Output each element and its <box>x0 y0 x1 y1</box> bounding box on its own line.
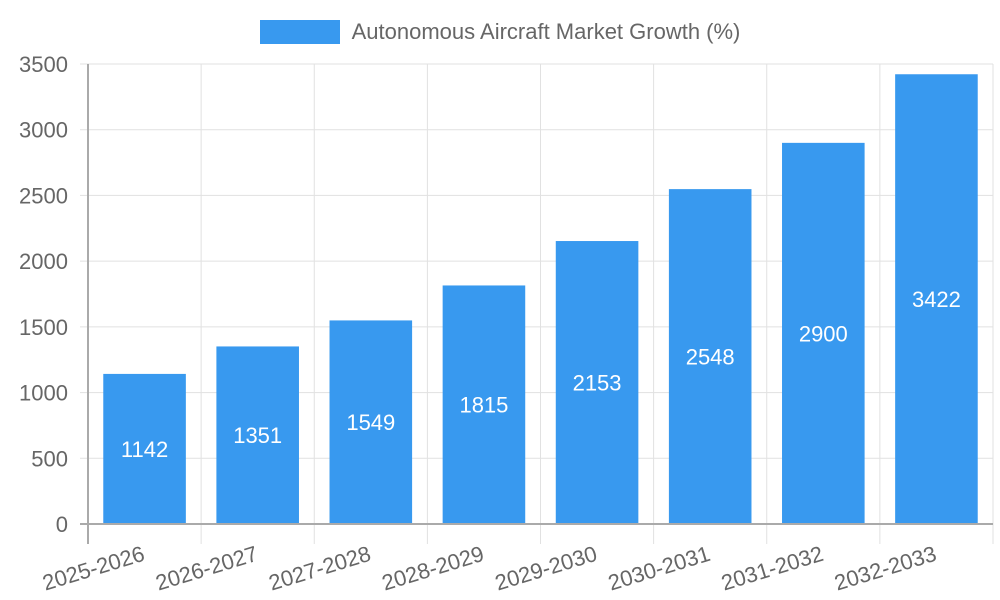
bar[interactable] <box>555 241 639 524</box>
bar[interactable] <box>442 285 526 524</box>
bar[interactable] <box>782 142 865 524</box>
y-tick-label: 2500 <box>19 183 68 208</box>
bar[interactable] <box>895 74 978 524</box>
y-tick-label: 0 <box>56 512 68 537</box>
x-tick-label: 2025-2026 <box>40 541 148 596</box>
y-tick-label: 2000 <box>19 249 68 274</box>
y-tick-label: 1500 <box>19 315 68 340</box>
bar[interactable] <box>329 320 413 524</box>
bar-value-label: 2548 <box>686 345 735 370</box>
x-tick-label: 2029-2030 <box>492 541 600 596</box>
bar-value-label: 1351 <box>233 423 282 448</box>
bar[interactable] <box>103 373 186 524</box>
x-tick-label: 2027-2028 <box>266 541 374 596</box>
x-tick-label: 2026-2027 <box>153 541 261 596</box>
legend-label: Autonomous Aircraft Market Growth (%) <box>351 19 741 44</box>
bar[interactable] <box>216 346 299 524</box>
bar-value-label: 1549 <box>346 410 395 435</box>
bar[interactable] <box>668 189 752 524</box>
x-tick-label: 2030-2031 <box>605 541 713 596</box>
grid-lines <box>80 63 994 544</box>
y-axis-labels: 0 500 1000 1500 2000 2500 3000 3500 <box>19 52 68 537</box>
bar-value-label: 3422 <box>912 287 961 312</box>
bars: 1142 1351 1549 1815 2153 2548 2900 3422 <box>103 74 978 524</box>
legend-swatch[interactable] <box>259 20 340 44</box>
y-tick-label: 3500 <box>19 52 68 77</box>
y-tick-label: 1000 <box>19 381 68 406</box>
chart-legend: Autonomous Aircraft Market Growth (%) <box>0 18 1000 46</box>
y-tick-label: 3000 <box>19 118 68 143</box>
x-tick-label: 2031-2032 <box>718 541 826 596</box>
y-tick-label: 500 <box>31 446 68 471</box>
axes <box>80 64 993 544</box>
bar-value-label: 1142 <box>121 437 168 462</box>
x-tick-label: 2032-2033 <box>831 541 939 596</box>
bar-value-label: 2900 <box>799 321 848 346</box>
bar-value-label: 2153 <box>573 371 622 396</box>
bar-value-label: 1815 <box>459 393 508 418</box>
x-tick-label: 2028-2029 <box>379 541 487 596</box>
x-axis-labels: 2025-2026 2026-2027 2027-2028 2028-2029 2029… <box>40 541 940 596</box>
